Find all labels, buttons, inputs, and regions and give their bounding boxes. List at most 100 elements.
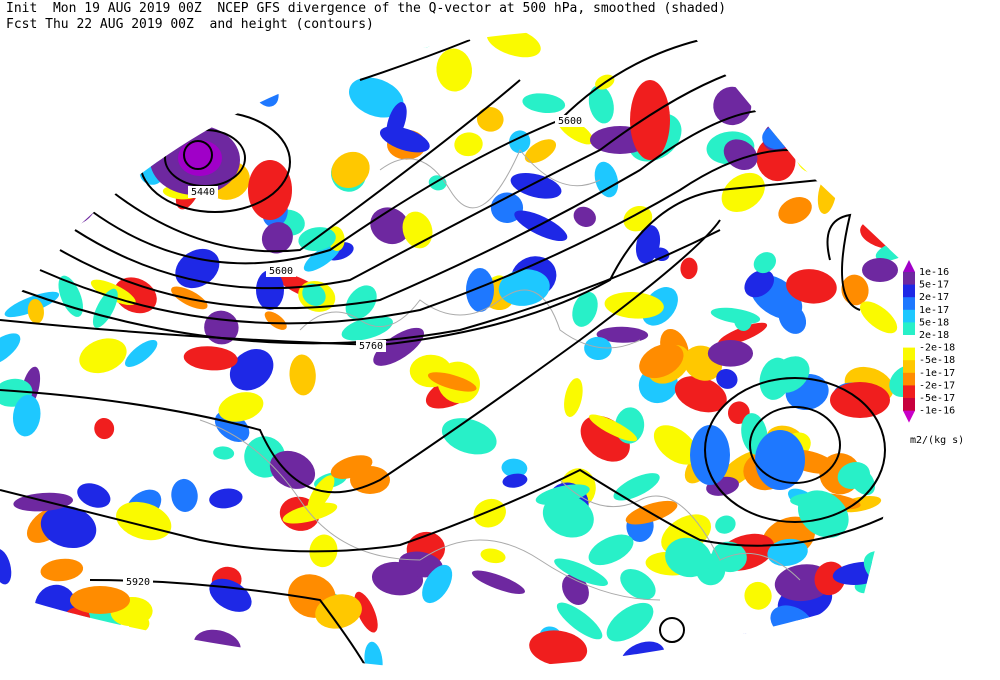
shade-blob	[514, 210, 568, 242]
shade-blob	[604, 291, 664, 319]
contour	[0, 468, 901, 553]
shade-blob	[707, 340, 754, 367]
shade-blob	[716, 368, 738, 389]
shade-blob	[859, 301, 898, 334]
shade-blob	[652, 247, 670, 262]
shade-blob	[596, 326, 649, 343]
shade-blob	[163, 39, 204, 82]
shade-blob	[124, 65, 157, 82]
colorbar-label: -5e-17	[919, 393, 955, 404]
shade-blob	[501, 458, 528, 478]
shade-blob	[315, 594, 362, 629]
shade-blob	[498, 269, 550, 306]
shade-blob	[454, 132, 483, 157]
shade-blob	[350, 466, 390, 494]
shade-blob	[839, 44, 893, 85]
shade-blob	[40, 558, 84, 582]
colorbar-label: -2e-17	[919, 380, 955, 391]
shade-blob	[79, 338, 127, 374]
shade-blob	[778, 197, 812, 224]
colorbar-label: 5e-17	[919, 280, 949, 291]
shade-blob	[879, 161, 905, 175]
shade-blob	[160, 49, 201, 69]
shade-blob	[229, 348, 274, 391]
shade-blob	[594, 161, 619, 198]
shade-blob	[125, 339, 158, 368]
shade-blob	[744, 269, 775, 298]
shade-blob	[473, 498, 506, 528]
shade-blob	[588, 85, 614, 124]
shade-blob	[811, 58, 844, 91]
shade-blob	[737, 633, 756, 654]
shade-blob	[427, 372, 477, 392]
shade-blob	[256, 270, 284, 310]
shade-blob	[639, 343, 684, 379]
shade-blob	[12, 394, 41, 437]
shade-blob	[773, 98, 824, 128]
shade-blob	[213, 446, 235, 460]
shade-blob	[185, 32, 219, 67]
shade-blob	[524, 139, 557, 164]
header-fcst: Fcst Thu 22 AUG 2019 00Z and height (con…	[6, 17, 374, 32]
shade-blob	[70, 586, 130, 614]
shade-blob	[680, 257, 698, 280]
shade-blob	[713, 86, 752, 126]
shade-blob	[354, 591, 378, 633]
colorbar-swatch	[903, 398, 915, 412]
header-init: Init Mon 19 AUG 2019 00Z NCEP GFS diverg…	[6, 1, 727, 16]
shade-blob	[837, 462, 871, 490]
colorbar-swatch	[903, 360, 915, 374]
shade-blob	[0, 166, 48, 199]
shade-blob	[502, 473, 528, 488]
shade-blob	[204, 310, 239, 345]
shade-blob	[441, 418, 497, 455]
shade-blob	[770, 356, 810, 393]
contour-label-bg	[123, 576, 153, 588]
shade-blob	[744, 581, 772, 610]
shade-blob	[522, 93, 566, 114]
shade-blob	[554, 558, 608, 586]
shade-blob	[778, 303, 807, 334]
shade-blob	[797, 490, 849, 538]
shade-blob	[35, 198, 72, 227]
coastline	[559, 479, 801, 581]
shade-blob	[307, 475, 335, 513]
shade-blob	[623, 205, 653, 232]
shade-blob	[480, 548, 506, 564]
shade-blob	[779, 105, 812, 142]
colorbar-swatch	[903, 372, 915, 386]
contour-label: 5760	[359, 341, 383, 352]
contour	[826, 213, 861, 311]
contour	[704, 377, 886, 523]
coastline	[199, 419, 661, 601]
shade-blob	[43, 183, 97, 227]
shade-blob	[620, 569, 656, 600]
shade-blob	[193, 629, 241, 661]
shade-blob	[364, 641, 383, 668]
contour	[359, 39, 471, 81]
shade-blob	[715, 515, 736, 534]
shade-blob	[171, 478, 198, 512]
contour-labels: 5440 5600 5600 5760 5920	[123, 115, 585, 588]
shade-blob	[379, 126, 430, 153]
colorbar-label: -5e-18	[919, 355, 955, 366]
shade-blob	[721, 172, 765, 213]
colorbar-swatch	[903, 284, 915, 298]
contour	[59, 109, 771, 310]
shade-blob	[132, 74, 178, 105]
shade-blob	[841, 274, 869, 306]
shade-blob	[209, 488, 243, 509]
shade-blob	[889, 364, 905, 398]
shade-blob	[843, 65, 868, 90]
shade-blob	[862, 258, 898, 282]
colorbar-arrow-bottom	[903, 410, 915, 423]
shade-blob	[92, 288, 118, 328]
shade-blob	[564, 378, 583, 417]
shade-blob	[486, 29, 541, 58]
shade-blob	[248, 160, 292, 220]
shade-blob	[665, 537, 712, 578]
coastline	[379, 149, 601, 209]
shade-blob	[0, 164, 26, 193]
shade-blob	[0, 602, 13, 638]
contour	[183, 140, 213, 170]
